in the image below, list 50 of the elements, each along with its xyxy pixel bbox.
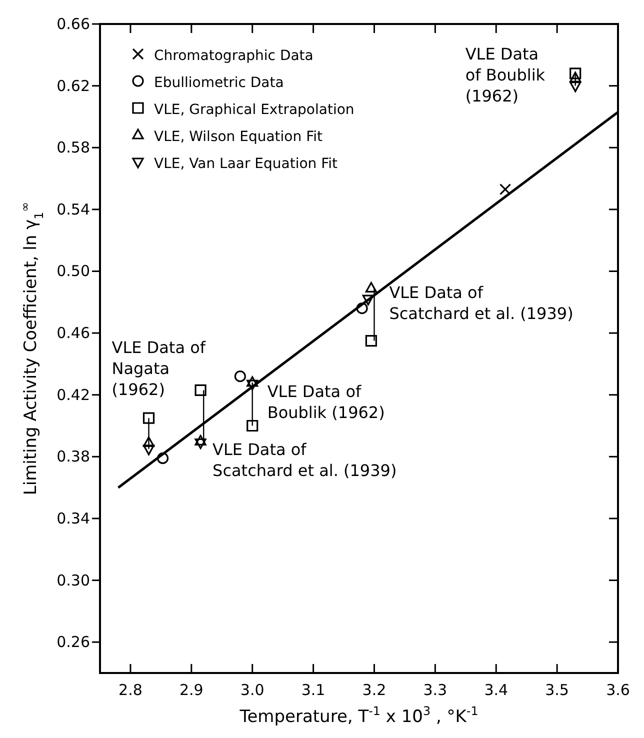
x-tick-label: 2.8 <box>118 681 142 699</box>
point <box>570 82 582 92</box>
y-tick-label: 0.30 <box>56 571 90 590</box>
annotation: VLE Data of Scatchard et al. (1939) <box>212 440 397 480</box>
y-tick-label: 0.50 <box>56 262 90 280</box>
x-tick-label: 3.2 <box>362 681 386 699</box>
legend-label: Ebulliometric Data <box>154 75 284 91</box>
y-tick-label: 0.58 <box>56 138 90 157</box>
point <box>142 436 155 448</box>
point <box>365 282 377 293</box>
point <box>234 370 246 382</box>
point <box>194 384 206 396</box>
point <box>246 380 258 390</box>
point <box>246 376 258 387</box>
legend-label: VLE, Graphical Extrapolation <box>154 102 354 118</box>
point <box>570 68 582 80</box>
point <box>142 412 155 424</box>
legend-label: Chromatographic Data <box>154 48 314 64</box>
legend-label: VLE, Wilson Equation Fit <box>154 129 323 145</box>
x-tick-label: 3.1 <box>301 681 326 699</box>
point <box>194 434 206 446</box>
annotation: VLE Data of Boublik (1962) <box>465 44 546 106</box>
point <box>156 452 169 464</box>
x-tick-label: 2.9 <box>179 681 204 699</box>
y-tick-label: 0.46 <box>56 324 90 342</box>
y-tick-label: 0.34 <box>56 509 90 528</box>
y-tick-label: 0.38 <box>56 448 90 466</box>
y-tick-label: 0.54 <box>56 200 90 218</box>
annotation: VLE Data of Nagata (1962) <box>112 338 206 400</box>
point <box>499 184 512 196</box>
annotation: VLE Data of Boublik (1962) <box>267 382 385 422</box>
x-tick-label: 3.3 <box>423 681 448 699</box>
x-tick-label: 3.5 <box>545 681 569 699</box>
annotation: VLE Data of Scatchard et al. (1939) <box>389 282 574 323</box>
y-tick-label: 0.66 <box>56 15 90 33</box>
x-tick-label: 3.0 <box>240 681 264 699</box>
y-tick-label: 0.26 <box>56 633 90 652</box>
y-tick-label: 0.42 <box>56 386 90 404</box>
point <box>142 444 155 456</box>
y-tick-label: 0.62 <box>56 76 90 95</box>
point <box>362 294 374 306</box>
point <box>570 72 582 82</box>
x-axis-title: Temperature, T$^{-1}$ x 10$^{3}$ , °K$^{-1}$ <box>238 704 478 727</box>
x-tick-label: 3.6 <box>606 681 630 699</box>
point <box>246 420 258 432</box>
point <box>194 438 206 450</box>
point <box>365 334 377 347</box>
x-tick-label: 3.4 <box>484 681 508 699</box>
point <box>356 302 368 314</box>
legend-label: VLE, Van Laar Equation Fit <box>154 156 338 172</box>
